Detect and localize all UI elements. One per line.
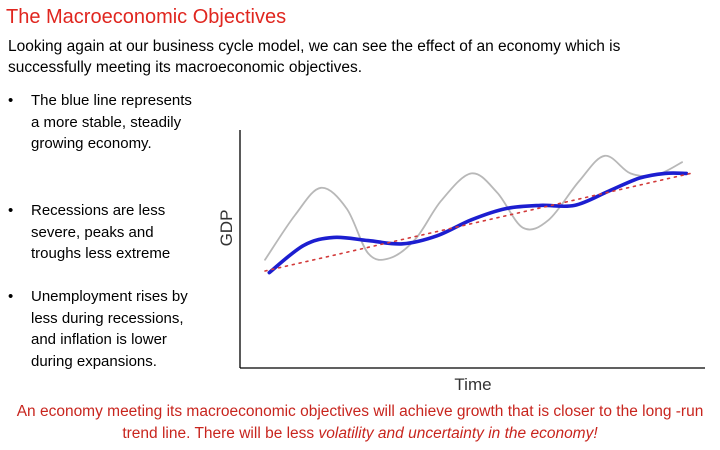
bullet-text: The blue line represents a more stable, …	[31, 92, 192, 152]
bullet-text: Unemployment rises by less during recess…	[31, 288, 188, 370]
conclusion-text: An economy meeting its macroeconomic obj…	[0, 401, 720, 444]
bullet-icon: •	[8, 92, 14, 109]
series-line-stable-growth	[267, 171, 689, 275]
conclusion-plain: An economy meeting its macroeconomic obj…	[16, 403, 704, 442]
x-axis-label: Time	[454, 375, 491, 394]
bullet-item: • The blue line represents a more stable…	[6, 90, 196, 155]
bullet-item: • Recessions are less severe, peaks and …	[6, 200, 196, 265]
conclusion-italic: volatility and uncertainty in the econom…	[318, 424, 598, 442]
y-axis-label: GDP	[217, 210, 236, 247]
intro-paragraph: Looking again at our business cycle mode…	[8, 38, 621, 76]
slide-title: The Macroeconomic Objectives	[6, 6, 287, 28]
bullet-text: Recessions are less severe, peaks and tr…	[31, 202, 171, 262]
business-cycle-chart: GDP Time	[217, 130, 705, 394]
bullet-item: • Unemployment rises by less during rece…	[6, 286, 196, 372]
bullet-icon: •	[8, 202, 14, 219]
series-line-volatile-cycle	[264, 154, 683, 261]
series-line-trend-line	[264, 172, 692, 272]
bullet-icon: •	[8, 288, 14, 305]
series-layer	[264, 154, 692, 275]
